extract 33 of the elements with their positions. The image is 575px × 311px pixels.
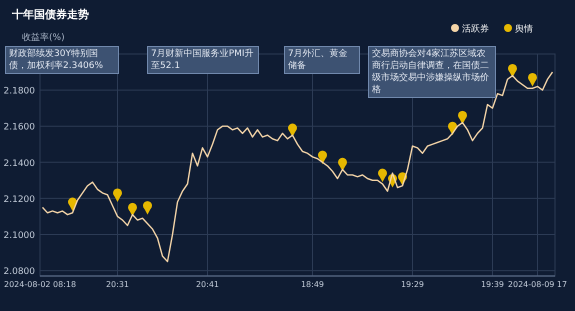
annotation: 财政部续发30Y特别国债，加权利率2.3406% (5, 46, 119, 74)
point (113, 188, 122, 198)
point (458, 110, 467, 120)
x-tick-label: 19:39 (480, 280, 504, 289)
point (68, 198, 77, 206)
point (448, 122, 457, 131)
chart-title: 十年国债券走势 (11, 8, 89, 21)
x-tick-label: 20:31 (106, 280, 130, 289)
annotation: 交易商协会对4家江苏区域农商行启动自律调查，在国债二级市场交易中涉嫌操纵市场价格 (368, 46, 496, 98)
x-tick-label: 19:29 (400, 280, 424, 289)
y-tick-label: 2.1200 (4, 194, 36, 205)
legend-label: 活跃券 (462, 24, 489, 34)
y-tick-label: 2.1800 (4, 86, 36, 97)
point (128, 202, 137, 212)
point (143, 201, 152, 210)
y-tick-label: 2.1400 (4, 158, 36, 169)
annotation: 7月外汇、黄金储备 (284, 46, 360, 74)
x-tick-label: 2024-08-02 08:18 (4, 280, 76, 289)
y-tick-label: 2.1600 (4, 122, 36, 133)
point (318, 150, 327, 160)
legend-label: 舆情 (515, 24, 533, 34)
point (338, 158, 347, 167)
y-axis-title: 收益率(%) (22, 32, 65, 43)
x-tick-label: 20:41 (196, 280, 220, 289)
point (288, 124, 297, 132)
point (508, 64, 517, 73)
point (528, 72, 537, 82)
y-tick-label: 2.1000 (4, 230, 36, 241)
x-tick-label: 2024-08-09 17 (508, 280, 568, 289)
x-tick-label: 18:49 (300, 280, 324, 289)
annotation: 7月财新中国服务业PMI升至52.1 (147, 46, 259, 74)
point (378, 168, 387, 178)
y-tick-label: 2.0800 (4, 267, 36, 278)
